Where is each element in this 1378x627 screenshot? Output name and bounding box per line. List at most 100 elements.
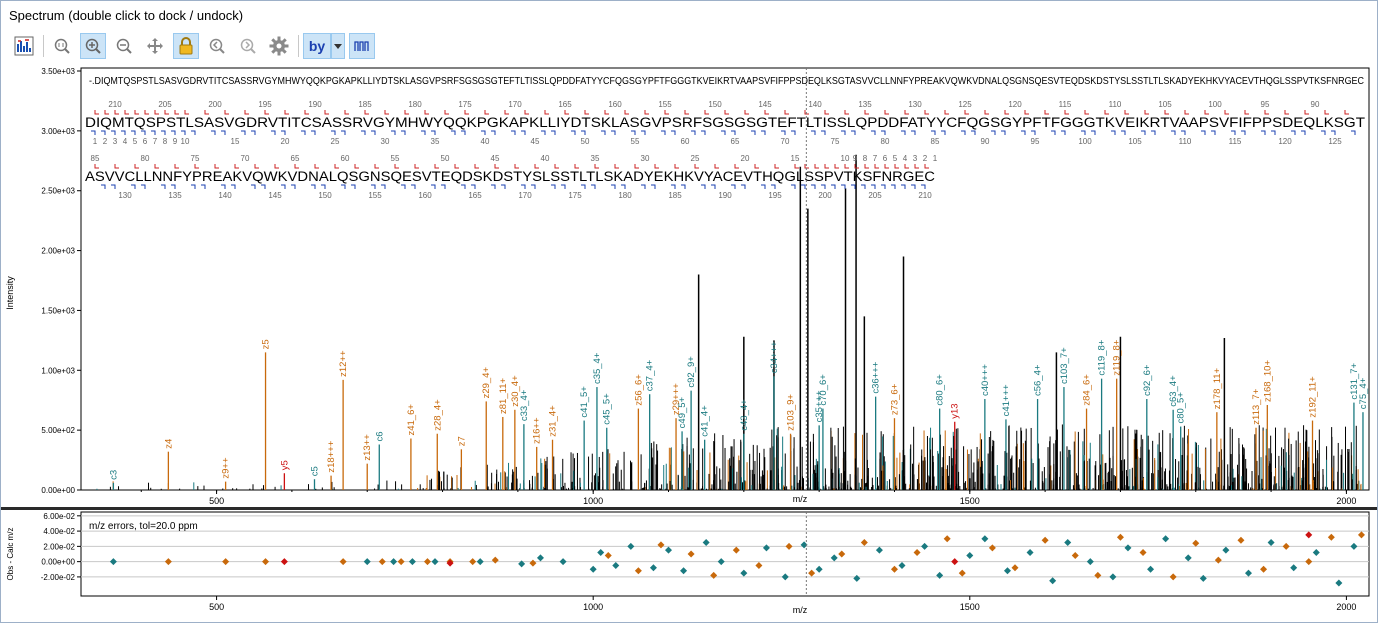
residue-number: 50 xyxy=(441,154,450,163)
peak-label: z29_4+ xyxy=(481,367,492,399)
fragment-mark-top xyxy=(764,110,769,115)
peak-label: z84_6+ xyxy=(1082,374,1093,406)
peak-label: c75_4+ xyxy=(1358,377,1369,409)
fragment-mark-top xyxy=(204,110,209,115)
error-point xyxy=(800,541,808,549)
fragment-mark-bottom xyxy=(791,130,796,135)
fragment-mark-bottom xyxy=(681,184,686,189)
fragment-mark-bottom xyxy=(291,184,296,189)
error-point xyxy=(1214,556,1222,564)
error-point xyxy=(1147,565,1155,573)
panel-divider[interactable] xyxy=(1,507,1377,510)
fragment-mark-bottom xyxy=(281,184,286,189)
zoom-out-button[interactable] xyxy=(111,33,137,59)
residue-number: 115 xyxy=(1059,100,1072,109)
fragment-mark-bottom xyxy=(271,130,276,135)
peak-label: z12++ xyxy=(338,350,349,377)
residue-number: 210 xyxy=(918,191,932,200)
residue-number: 9 xyxy=(173,137,178,146)
ion-types-button[interactable]: by xyxy=(303,33,331,59)
zoom-in-icon xyxy=(85,38,101,54)
residue-number: 60 xyxy=(681,137,690,146)
fragment-mark-bottom xyxy=(491,184,496,189)
spectrum-chart-svg[interactable]: c3 z4 z9++ z5 y5 c5 z12++ z18+++ z13++ c6 z41_6+ z2… xyxy=(1,63,1377,622)
residue-number: 30 xyxy=(381,137,390,146)
error-point xyxy=(687,550,695,558)
fragment-mark-bottom xyxy=(671,130,676,135)
fragment-mark-bottom xyxy=(241,130,246,135)
fragment-mark-bottom xyxy=(871,130,876,135)
error-point xyxy=(1305,558,1313,566)
pan-button[interactable] xyxy=(142,33,168,59)
error-point xyxy=(853,574,861,582)
lock-button[interactable] xyxy=(173,33,199,59)
residue-number: 35 xyxy=(591,154,600,163)
fragment-mark-bottom xyxy=(421,130,426,135)
error-point xyxy=(921,542,929,550)
zoom-fit-button[interactable] xyxy=(49,33,75,59)
fragment-mark-top xyxy=(1024,110,1029,115)
peaks-icon xyxy=(354,41,369,51)
peak-label: c49_5+ xyxy=(677,396,688,428)
zoom-prev-button[interactable] xyxy=(204,33,230,59)
residue-number: 65 xyxy=(731,137,740,146)
error-point xyxy=(860,539,868,547)
fragment-mark-bottom xyxy=(311,130,316,135)
fragment-mark-top xyxy=(824,164,829,169)
error-point xyxy=(339,558,347,566)
residue-number: 2 xyxy=(103,137,108,146)
ion-types-dropdown[interactable] xyxy=(331,33,345,59)
fragment-mark-bottom xyxy=(761,130,766,135)
fragment-mark-bottom xyxy=(711,184,716,189)
zoom-in-button[interactable] xyxy=(80,33,106,59)
peak-label: z9++ xyxy=(221,457,232,479)
fragment-mark-bottom xyxy=(191,184,196,189)
error-point xyxy=(1260,565,1268,573)
fragment-mark-bottom xyxy=(721,130,726,135)
error-point xyxy=(1282,542,1290,550)
error-point xyxy=(627,542,635,550)
peak-label: c70_6+ xyxy=(818,374,829,406)
residue-number: 140 xyxy=(808,100,822,109)
y-tick-label: 2.00e-02 xyxy=(43,542,75,551)
error-point xyxy=(431,558,439,566)
error-point xyxy=(1327,533,1335,541)
fragment-mark-top xyxy=(1004,110,1009,115)
residue-number: 145 xyxy=(268,191,282,200)
residue-number: 135 xyxy=(858,100,872,109)
fragment-mark-bottom xyxy=(361,130,366,135)
error-point xyxy=(966,552,974,560)
residue-number: 45 xyxy=(491,154,500,163)
error-point xyxy=(1094,571,1102,579)
spectrum-chart-area[interactable]: c3 z4 z9++ z5 y5 c5 z12++ z18+++ z13++ c6 z41_6+ z2… xyxy=(1,63,1377,622)
peak-label: z56_6+ xyxy=(633,374,644,406)
residue-number: 160 xyxy=(418,191,432,200)
fragment-mark-top xyxy=(574,164,579,169)
residue-number: 10 xyxy=(841,154,850,163)
peaks-button[interactable] xyxy=(349,33,375,59)
residue-number: 9 xyxy=(853,154,858,163)
zoom-next-button[interactable] xyxy=(235,33,261,59)
fragment-mark-bottom xyxy=(341,130,346,135)
peak-label: c80_6+ xyxy=(935,374,946,406)
fragment-mark-bottom xyxy=(411,184,416,189)
fragment-mark-bottom xyxy=(851,130,856,135)
error-point xyxy=(1064,539,1072,547)
spectrum-view-button[interactable] xyxy=(11,33,37,59)
fragment-mark-top xyxy=(294,164,299,169)
residue-number: 185 xyxy=(668,191,682,200)
residue-number: 3 xyxy=(913,154,918,163)
error-point xyxy=(597,548,605,556)
residue-number: 190 xyxy=(308,100,322,109)
peak-label: c103_7+ xyxy=(1059,347,1070,384)
window-titlebar[interactable]: Spectrum (double click to dock / undock) xyxy=(1,1,1377,31)
error-point xyxy=(559,558,567,566)
fragment-mark-top xyxy=(1044,110,1049,115)
sequence-line-2: ASVVCLLNNFYPREAKVQWKVDNALQSGNSQESVTEQDSK… xyxy=(85,169,935,184)
fragment-mark-bottom xyxy=(941,130,946,135)
x-tick-label: 1000 xyxy=(583,496,603,506)
fragment-mark-top xyxy=(924,110,929,115)
settings-button[interactable] xyxy=(266,33,292,59)
fragment-mark-top xyxy=(114,164,119,169)
